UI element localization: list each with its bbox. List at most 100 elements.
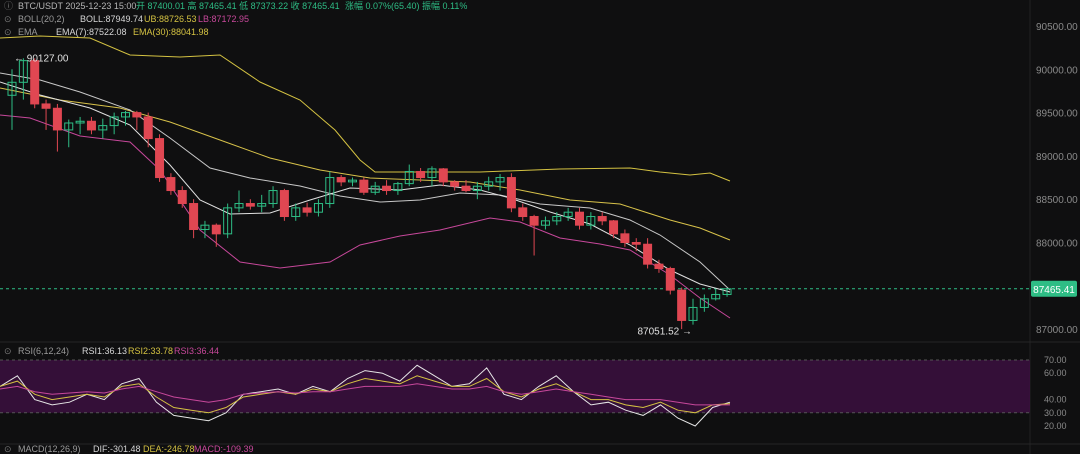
boll-lb-value: LB:87172.95 bbox=[198, 14, 249, 24]
candle-body-up[interactable] bbox=[18, 60, 28, 83]
candle-body-down[interactable] bbox=[359, 179, 369, 193]
price-axis-label: 87000.00 bbox=[1036, 325, 1078, 336]
rsi2-value: RSI2:33.78 bbox=[128, 346, 173, 356]
candle-body-up[interactable] bbox=[200, 224, 210, 231]
candle-body-up[interactable] bbox=[325, 177, 335, 205]
price-axis-label: 89500.00 bbox=[1036, 109, 1078, 120]
candle-body-down[interactable] bbox=[575, 211, 584, 226]
candle-body-down[interactable] bbox=[506, 177, 516, 209]
candle-body-up[interactable] bbox=[7, 81, 17, 96]
candle-body-down[interactable] bbox=[518, 207, 528, 218]
candle-body-up[interactable] bbox=[495, 177, 505, 183]
rsi3-value: RSI3:36.44 bbox=[174, 346, 219, 356]
candle-body-up[interactable] bbox=[552, 216, 562, 222]
ohlc-values: 开 87400.01 高 87465.41 低 87373.22 收 87465… bbox=[136, 0, 340, 11]
candle-body-down[interactable] bbox=[189, 203, 199, 231]
price-axis-label: 89000.00 bbox=[1036, 152, 1078, 163]
price-axis-label: 88500.00 bbox=[1036, 195, 1078, 206]
candle-body-up[interactable] bbox=[540, 220, 550, 226]
boll-upper-band bbox=[0, 35, 731, 182]
candle-body-down[interactable] bbox=[279, 190, 289, 218]
candle-body-down[interactable] bbox=[620, 233, 630, 243]
candle-body-up[interactable] bbox=[711, 293, 721, 300]
rsi-axis-label: 70.00 bbox=[1044, 355, 1067, 365]
indicator-toggle-icon: ⊙ bbox=[4, 27, 12, 37]
candle-body-down[interactable] bbox=[155, 138, 165, 179]
candle-body-up[interactable] bbox=[291, 207, 301, 218]
candle-body-down[interactable] bbox=[665, 267, 675, 291]
candle-body-down[interactable] bbox=[245, 203, 255, 207]
candle-body-down[interactable] bbox=[30, 60, 40, 105]
rsi3-line bbox=[0, 383, 730, 406]
candle-body-up[interactable] bbox=[64, 122, 74, 131]
candle-body-down[interactable] bbox=[143, 116, 153, 140]
candle-body-down[interactable] bbox=[302, 207, 312, 213]
candle-body-down[interactable] bbox=[132, 112, 142, 118]
current-price-tag bbox=[1031, 280, 1077, 297]
candle-body-down[interactable] bbox=[41, 103, 51, 109]
macd-hist-value: MACD:-109.39 bbox=[194, 444, 254, 454]
high-annotation: ← 90127.00 bbox=[14, 53, 69, 64]
candle-body-down[interactable] bbox=[631, 242, 641, 245]
indicator-toggle-icon: ⊙ bbox=[4, 346, 12, 356]
candle-body-up[interactable] bbox=[234, 203, 244, 209]
candle-body-up[interactable] bbox=[393, 183, 403, 192]
candle-body-up[interactable] bbox=[699, 298, 709, 308]
candle-body-down[interactable] bbox=[461, 185, 471, 192]
macd-dif-value: DIF:-301.48 bbox=[93, 444, 141, 454]
boll-ub-value: UB:88726.53 bbox=[144, 14, 197, 24]
info-icon: ⓘ bbox=[4, 1, 13, 11]
candle-body-up[interactable] bbox=[563, 211, 573, 218]
rsi2-line bbox=[0, 375, 731, 414]
candle-body-down[interactable] bbox=[597, 216, 607, 222]
candle-body-up[interactable] bbox=[404, 170, 414, 185]
candle-body-down[interactable] bbox=[643, 243, 653, 265]
rsi-axis-label: 60.00 bbox=[1044, 368, 1067, 378]
candle-body-up[interactable] bbox=[348, 179, 357, 183]
rsi-axis-label: 30.00 bbox=[1044, 408, 1067, 418]
low-annotation: 87051.52 → bbox=[638, 327, 693, 338]
candle-body-up[interactable] bbox=[427, 168, 437, 179]
candle-body-down[interactable] bbox=[677, 289, 687, 321]
ema30-line bbox=[0, 87, 731, 241]
boll-middle-band bbox=[0, 72, 731, 291]
candle-body-up[interactable] bbox=[257, 203, 267, 207]
candle-body-down[interactable] bbox=[438, 168, 448, 183]
candle-body-up[interactable] bbox=[370, 185, 380, 193]
candle-body-up[interactable] bbox=[688, 306, 698, 321]
candle-body-up[interactable] bbox=[586, 216, 596, 226]
candle-body-down[interactable] bbox=[52, 107, 62, 131]
candle-body-down[interactable] bbox=[609, 220, 619, 235]
rsi1-value: RSI1:36.13 bbox=[82, 346, 127, 356]
candle-body-down[interactable] bbox=[382, 185, 392, 192]
candle-body-up[interactable] bbox=[109, 116, 119, 127]
macd-label: MACD(12,26,9) bbox=[18, 444, 81, 454]
rsi-axis-label: 20.00 bbox=[1044, 421, 1067, 431]
candle-body-up[interactable] bbox=[268, 190, 278, 205]
candle-body-up[interactable] bbox=[223, 207, 233, 235]
candle-body-up[interactable] bbox=[121, 112, 130, 118]
candle-body-down[interactable] bbox=[166, 177, 176, 192]
candle-body-up[interactable] bbox=[75, 120, 85, 124]
candle-body-down[interactable] bbox=[529, 216, 539, 226]
candle-body-down[interactable] bbox=[211, 224, 221, 235]
candle-body-up[interactable] bbox=[722, 288, 732, 295]
price-axis-label: 88000.00 bbox=[1036, 239, 1078, 250]
rsi-overbought-band bbox=[0, 360, 1030, 413]
ema7-value: EMA(7):87522.08 bbox=[56, 27, 127, 37]
ema-label: EMA bbox=[18, 27, 38, 37]
candle-body-down[interactable] bbox=[450, 181, 460, 187]
candle-body-down[interactable] bbox=[336, 177, 346, 183]
change-values: 涨幅 0.07%(65.40) 振幅 0.11% bbox=[345, 0, 467, 11]
price-axis-label: 90000.00 bbox=[1036, 65, 1078, 76]
candle-body-up[interactable] bbox=[472, 185, 482, 192]
candle-body-up[interactable] bbox=[484, 181, 494, 187]
candle-body-down[interactable] bbox=[86, 120, 96, 131]
rsi-label: RSI(6,12,24) bbox=[18, 346, 69, 356]
candle-body-up[interactable] bbox=[98, 125, 108, 131]
candle-body-down[interactable] bbox=[177, 190, 187, 205]
candle-body-down[interactable] bbox=[654, 263, 664, 269]
candle-body-up[interactable] bbox=[313, 203, 323, 213]
candle-body-down[interactable] bbox=[416, 170, 426, 179]
